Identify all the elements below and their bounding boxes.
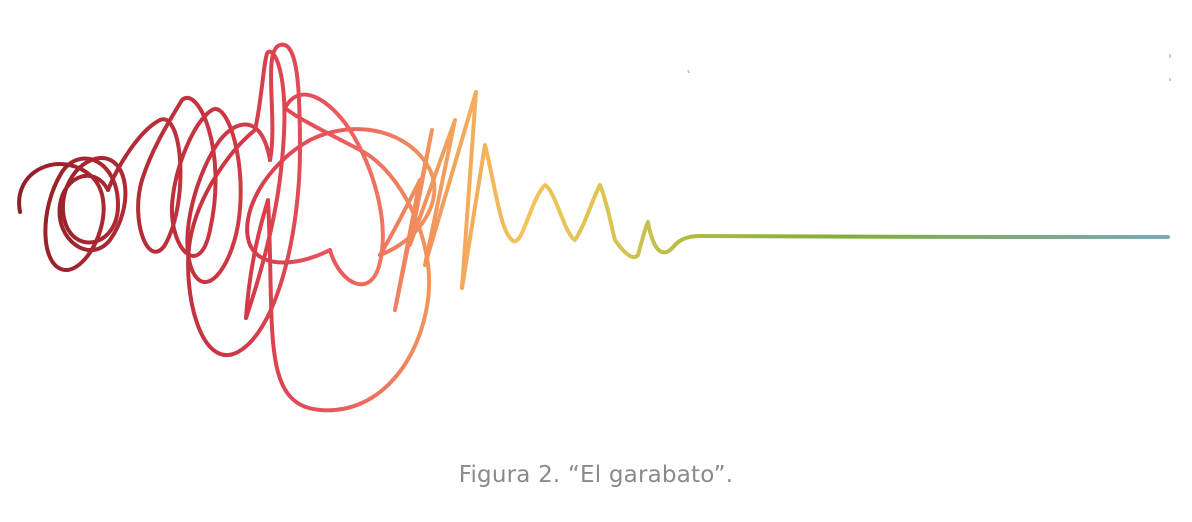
figure-caption: Figura 2. “El garabato”. [458,462,734,488]
scribble-tall-loop [186,42,302,357]
stray-mark [687,69,690,74]
scribble-tail [636,220,1170,257]
scribble-big-loop [244,92,432,413]
scribble-loop-left [17,155,128,273]
scribble-drawing [17,42,1171,413]
scribble-oval [245,127,437,265]
scribble-petals [106,95,272,285]
scribble-zigzag [378,90,640,312]
